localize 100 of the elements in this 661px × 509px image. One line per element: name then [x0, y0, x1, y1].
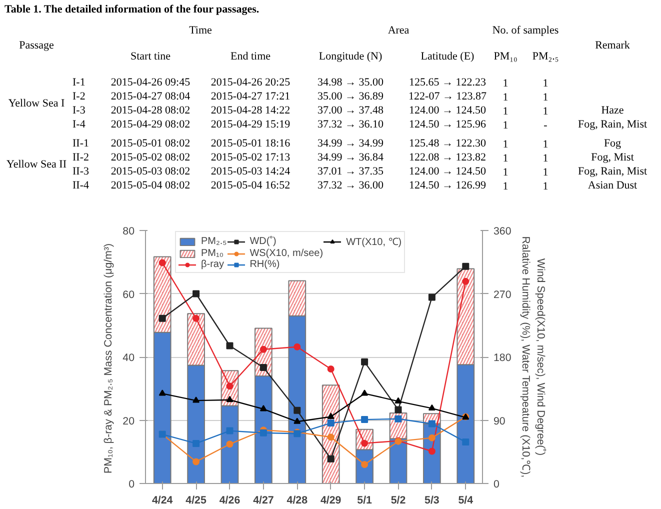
text: 35.00 → 36.89 [318, 90, 384, 102]
point [294, 418, 301, 424]
point [462, 438, 470, 446]
x-tick-label: 4/24 [152, 494, 173, 506]
point [294, 343, 301, 350]
y2-tick-label: 180 [494, 352, 512, 364]
text: I-2 [72, 90, 86, 102]
y2-tick-label: 360 [494, 226, 512, 238]
point [260, 405, 267, 412]
point [361, 416, 368, 424]
point [226, 382, 234, 390]
text: Passage [19, 40, 54, 52]
text: I-4 [72, 118, 86, 130]
x-tick-label: 4/29 [320, 494, 342, 506]
point [226, 440, 234, 448]
text: Latitude (E) [420, 50, 475, 62]
text: Yellow Sea I [8, 98, 65, 110]
point [260, 364, 267, 372]
text: 122.08 → 123.82 [409, 152, 486, 164]
text: Fog [604, 138, 622, 150]
legend-label: WT(X10, ℃) [346, 236, 402, 248]
point [428, 448, 436, 455]
text: 1 [502, 78, 508, 90]
text: 1 [502, 166, 508, 178]
text: 1 [502, 106, 508, 118]
point [192, 440, 200, 447]
point [327, 455, 334, 462]
point [428, 294, 436, 301]
y-tick-label: 60 [122, 288, 135, 301]
text: 1 [542, 180, 548, 192]
legend-label: PM₁₀ [201, 248, 224, 259]
text: 1 [542, 166, 548, 178]
text: 1 [542, 92, 548, 104]
x-tick-label: 5/1 [357, 494, 372, 506]
legend-label: WD(˚) [250, 236, 276, 246]
text: 122-07 → 123.87 [408, 90, 487, 102]
point [294, 406, 301, 414]
text: Longitude (N) [318, 50, 382, 62]
point [361, 461, 368, 468]
text: 2015-04-26 09:45 [110, 76, 191, 88]
text: 1 [542, 138, 548, 150]
point [260, 346, 267, 353]
text: Area [388, 24, 410, 36]
text: 124.50 → 125.96 [409, 118, 486, 130]
point [327, 366, 334, 373]
point [226, 342, 234, 350]
x-tick-label: 5/2 [390, 494, 406, 506]
text: Fog, Rain, Mist [578, 118, 648, 130]
legend-label: PM₂.₅ [201, 236, 227, 246]
text: PM₂.₅ [532, 50, 559, 62]
point [158, 259, 166, 266]
text: 2015-05-04 08:02 [110, 180, 190, 192]
text: 125.48 → 122.30 [409, 138, 486, 150]
y-tick-label: 0 [128, 478, 135, 490]
point [394, 406, 402, 414]
legend-label: WS(X10, m/see) [250, 248, 324, 259]
text: 1 [502, 92, 508, 104]
point [361, 390, 368, 396]
text: 125.65 → 122.23 [409, 76, 486, 88]
text: 2015-05-01 08:02 [110, 138, 190, 150]
point [428, 420, 436, 428]
text: 1 [542, 106, 548, 118]
text: 1 [502, 152, 508, 164]
text: End time [230, 50, 271, 62]
text: I-3 [72, 104, 86, 116]
text: II-3 [72, 166, 90, 178]
text: Yellow Sea II [6, 158, 67, 170]
text: II-2 [72, 152, 89, 164]
y-tick-label: 20 [122, 415, 135, 428]
x-tick-label: 4/27 [253, 494, 274, 506]
point [327, 412, 334, 419]
x-tick-label: 5/4 [458, 494, 474, 506]
text: Table 1. The detailed information of the four passages. [4, 4, 260, 16]
x-tick-label: 5/3 [424, 494, 440, 506]
point [428, 434, 436, 442]
point [192, 314, 200, 322]
text: 2015-05-01 18:16 [210, 138, 291, 150]
point [158, 390, 166, 396]
point [226, 396, 234, 402]
point [192, 396, 200, 403]
text: 1 [542, 78, 548, 90]
text: 2015-04-27 08:04 [110, 90, 191, 102]
text: 34.99 → 36.84 [318, 152, 384, 164]
y2-tick-label: 270 [494, 288, 512, 301]
text: Haze [601, 104, 624, 116]
text: I-1 [72, 76, 86, 88]
text: 37.32 → 36.00 [318, 180, 384, 192]
point [394, 415, 402, 422]
text: II-1 [72, 138, 89, 150]
text: 124.50 → 126.99 [409, 180, 486, 192]
y-tick-label: 40 [122, 352, 135, 364]
text: 2015-04-29 08:02 [110, 118, 190, 130]
point [158, 314, 166, 322]
text: II-4 [72, 180, 90, 192]
text: Asian Dust [588, 180, 638, 192]
text: 2015-04-29 15:19 [210, 118, 291, 130]
text: No. of samples [492, 24, 559, 36]
text: 37.32 → 36.10 [318, 118, 384, 130]
text: 2015-05-03 14:24 [210, 166, 291, 178]
text: 2015-04-28 08:02 [110, 104, 190, 116]
